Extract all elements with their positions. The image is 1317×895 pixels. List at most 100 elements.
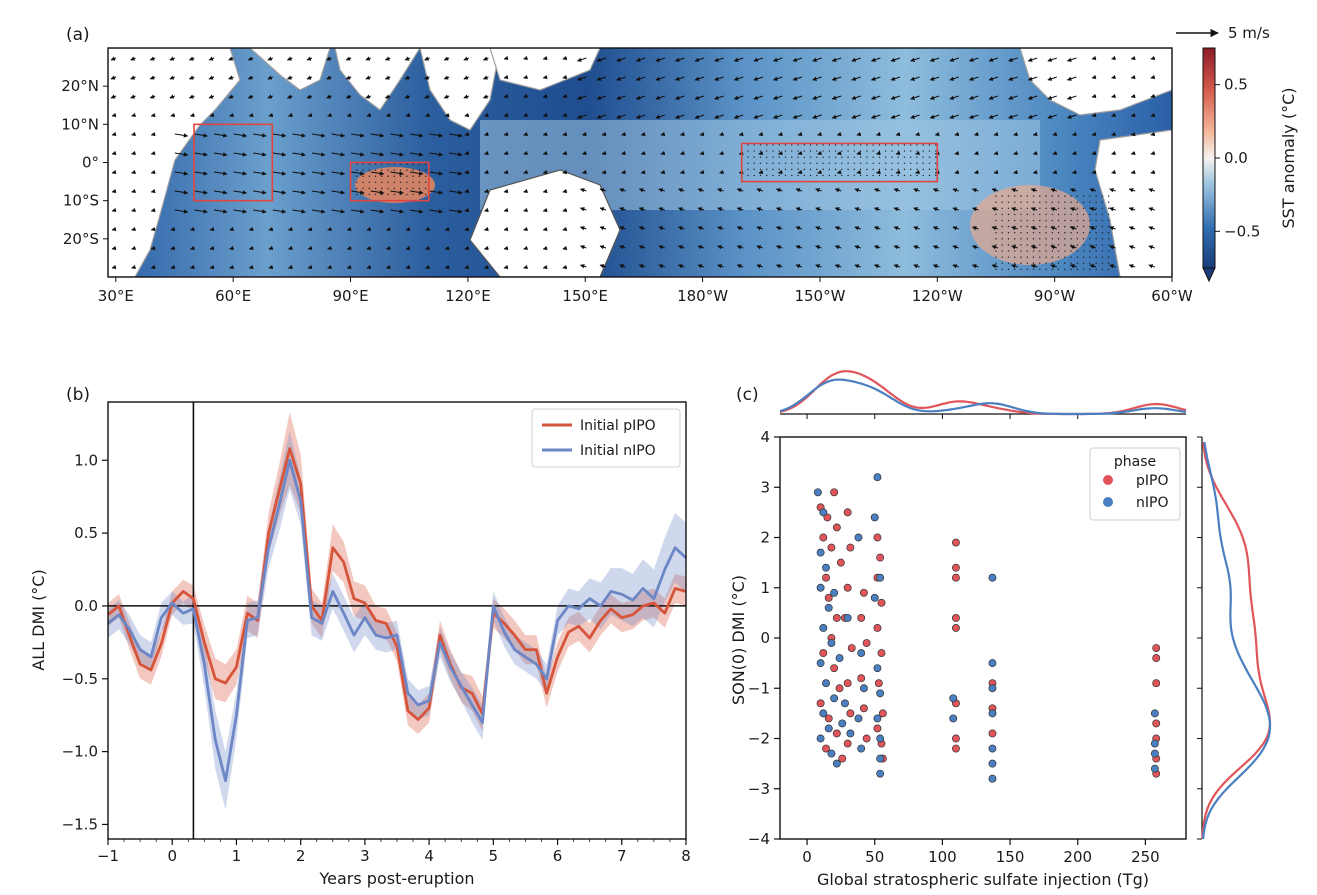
wind-vector: [579, 188, 587, 193]
wind-vector: [483, 169, 489, 175]
wind-vector: [679, 150, 685, 156]
stipple-dot: [872, 150, 874, 152]
stipple-dot: [1089, 219, 1091, 222]
wind-vector: [993, 131, 999, 137]
wind-vector: [1091, 55, 1097, 61]
scatter-point-pipo: [838, 754, 847, 763]
wind-vector: [988, 95, 999, 100]
stipple-dot: [916, 168, 918, 171]
wind-vector: [247, 75, 254, 80]
wind-vector: [233, 152, 248, 157]
wind-vector: [952, 245, 959, 250]
wind-vector: [714, 114, 724, 119]
stipple-dot: [1007, 244, 1010, 246]
wind-vector: [228, 94, 234, 99]
stipple-dot: [909, 156, 912, 158]
wind-vector: [1008, 76, 1018, 81]
wind-vector: [1130, 131, 1136, 137]
wind-vector: [1069, 245, 1077, 250]
wind-vector: [616, 114, 626, 119]
legend-title: phase: [1114, 454, 1156, 470]
wind-vector: [1128, 245, 1136, 250]
wind-vector: [991, 264, 999, 269]
stipple-dot: [778, 144, 780, 146]
series-line-initial-pipo: [107, 447, 687, 721]
wind-vector: [229, 264, 234, 270]
wind-vector: [873, 188, 881, 193]
stipple-dot: [891, 168, 893, 171]
stipple-dot: [935, 156, 937, 158]
stipple-dot: [772, 174, 774, 177]
panel-b-x-label: Years post-eruption: [319, 869, 475, 888]
wind-vector: [351, 152, 365, 157]
wind-vector: [719, 131, 724, 137]
wind-vector: [169, 75, 176, 80]
colorbar-label: SST anomaly (°C): [1279, 88, 1298, 229]
wind-vector: [326, 94, 332, 99]
wind-vector: [635, 57, 646, 62]
scatter-point-pipo: [873, 533, 882, 542]
panel-b-label: (b): [66, 385, 90, 405]
stipple-dot: [1026, 195, 1028, 197]
stipple-dot: [759, 174, 762, 177]
wind-vector: [719, 150, 724, 156]
stipple-dot: [797, 174, 799, 177]
wind-vector: [429, 133, 444, 138]
scatter-point-nipo: [824, 603, 833, 612]
panel-c-plot-area: [813, 473, 1161, 783]
stipple-dot: [772, 168, 774, 171]
wind-vector: [253, 190, 267, 195]
wind-vector: [949, 57, 959, 62]
stipple-dot: [872, 144, 874, 146]
wind-vector: [370, 133, 385, 138]
stipple-dot: [1082, 213, 1085, 216]
wind-vector: [736, 207, 744, 212]
wind-vector: [1030, 226, 1038, 231]
stipple-dot: [995, 238, 997, 240]
stipple-dot: [1057, 225, 1060, 228]
africa-landmass: [108, 48, 241, 277]
stipple-dot: [809, 162, 812, 164]
stipple-dot: [928, 168, 931, 171]
scatter-point-nipo: [832, 759, 841, 768]
stipple-dot: [1107, 232, 1110, 234]
wind-vector: [307, 112, 313, 118]
wind-vector: [638, 264, 646, 269]
wind-vector: [795, 245, 803, 250]
wind-vector: [640, 131, 646, 137]
wind-vector: [482, 75, 489, 80]
wind-vector: [326, 56, 332, 61]
wind-vector: [229, 245, 234, 251]
wind-vector: [150, 264, 156, 270]
stipple-dot: [1014, 256, 1016, 258]
wind-vector: [660, 169, 666, 175]
wind-vector: [131, 207, 136, 213]
wind-vector: [756, 188, 763, 193]
stipple-dot: [797, 162, 799, 164]
stipple-dot: [1045, 262, 1047, 264]
stipple-dot: [784, 168, 787, 171]
wind-vector: [758, 150, 764, 156]
wind-vector: [194, 133, 208, 138]
stipple-dot: [1057, 262, 1060, 264]
stipple-dot: [1039, 207, 1041, 209]
stipple-dot: [766, 144, 768, 146]
wind-vector: [287, 245, 293, 251]
wind-vector: [542, 226, 548, 232]
wind-vector: [1148, 245, 1155, 250]
stipple-dot: [1020, 195, 1022, 197]
stipple-dot: [772, 156, 774, 158]
wind-vector: [674, 76, 685, 81]
wind-vector: [640, 150, 646, 156]
colorbar-extend-min: [1202, 267, 1216, 283]
wind-vector: [229, 112, 234, 118]
scatter-point-pipo: [877, 649, 886, 658]
wind-vector: [503, 93, 509, 99]
stipple-dot: [1026, 207, 1028, 209]
stipple-dot: [891, 162, 893, 164]
wind-vector: [619, 264, 626, 269]
wind-vector: [1130, 150, 1136, 156]
wind-vector: [1071, 169, 1077, 175]
wind-vector: [1027, 76, 1038, 81]
lat-tick-label: 20°N: [61, 77, 99, 95]
